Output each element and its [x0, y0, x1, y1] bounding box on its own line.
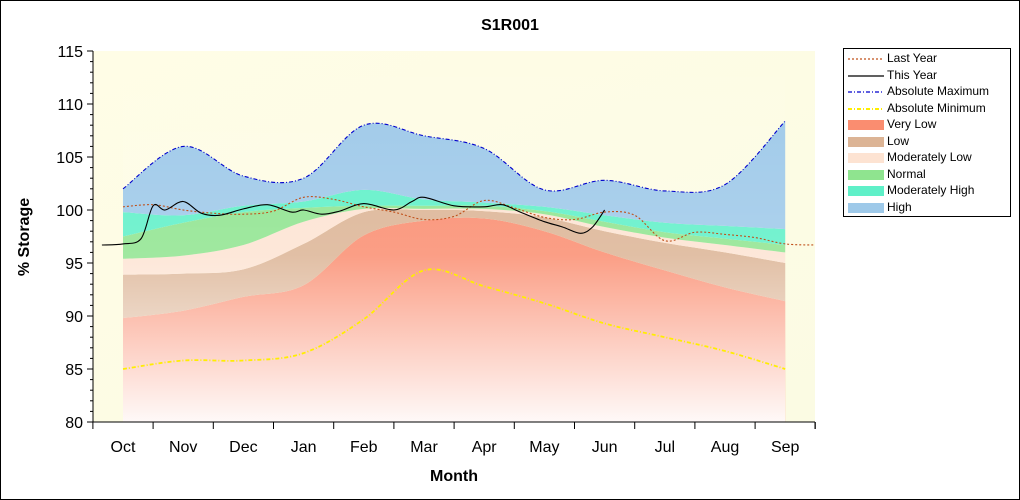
y-tick-label: 85 [65, 362, 83, 379]
series-line-absolute-maximum [122, 120, 786, 193]
legend-item-high: High [844, 200, 1012, 217]
x-tick-label: Jan [291, 439, 317, 456]
legend-item-last-year: Last Year [844, 51, 1012, 68]
legend-swatch [848, 58, 884, 60]
x-tick-label: Aug [711, 439, 739, 456]
x-tick-label: Oct [111, 439, 136, 456]
legend-label: Moderately High [887, 183, 975, 197]
legend-item-low: Low [844, 134, 1012, 151]
legend-swatch [848, 120, 884, 130]
series-line-this-year [101, 196, 606, 246]
x-axis-label: Month [430, 468, 478, 485]
band-fade-overlay [123, 51, 786, 422]
y-tick-label: 95 [65, 256, 83, 273]
series-line-last-year [122, 196, 815, 246]
legend-label: Last Year [887, 51, 938, 65]
x-tick-label: Feb [350, 439, 378, 456]
x-tick-label: Dec [229, 439, 257, 456]
legend-label: Moderately Low [887, 150, 972, 164]
legend-swatch [848, 91, 884, 93]
legend-item-normal: Normal [844, 167, 1012, 184]
legend-item-moderately-low: Moderately Low [844, 150, 1012, 167]
legend-label: Absolute Maximum [887, 84, 990, 98]
series-line-absolute-minimum [122, 268, 786, 370]
legend-label: Low [887, 133, 910, 148]
x-tick-label: May [529, 439, 559, 456]
legend-label: High [887, 199, 912, 214]
legend-label: Absolute Minimum [887, 100, 986, 115]
legend-swatch [848, 107, 884, 110]
y-axis-label: % Storage [16, 198, 33, 276]
legend-swatch [848, 202, 884, 213]
legend-swatch [848, 186, 884, 196]
y-tick-label: 90 [65, 309, 83, 326]
y-tick-label: 115 [57, 44, 83, 61]
legend-item-this-year: This Year [844, 68, 1012, 85]
y-tick-label: 100 [56, 203, 83, 220]
legend-item-absolute-minimum: Absolute Minimum [844, 101, 1012, 118]
chart-legend: Last Year This Year Absolute Maximum Absolu… [843, 48, 1011, 217]
chart-title: S1R001 [481, 17, 539, 34]
y-tick-label: 105 [56, 150, 83, 167]
legend-item-moderately-high: Moderately High [844, 183, 1012, 200]
legend-label: Normal [887, 166, 926, 181]
legend-swatch [848, 153, 884, 163]
legend-swatch [848, 136, 884, 147]
legend-swatch [848, 74, 884, 77]
x-tick-label: Apr [472, 439, 498, 456]
x-tick-label: Sep [771, 439, 800, 456]
x-tick-label: Mar [410, 439, 438, 456]
legend-label: This Year [887, 67, 938, 82]
y-tick-label: 80 [65, 415, 83, 432]
x-tick-label: Nov [169, 439, 197, 456]
x-tick-label: Jun [592, 439, 618, 456]
legend-label: Very Low [887, 117, 937, 131]
x-tick-label: Jul [655, 439, 675, 456]
legend-item-very-low: Very Low [844, 117, 1012, 134]
y-tick-label: 110 [57, 97, 83, 114]
legend-swatch [848, 169, 884, 180]
legend-item-absolute-maximum: Absolute Maximum [844, 84, 1012, 101]
